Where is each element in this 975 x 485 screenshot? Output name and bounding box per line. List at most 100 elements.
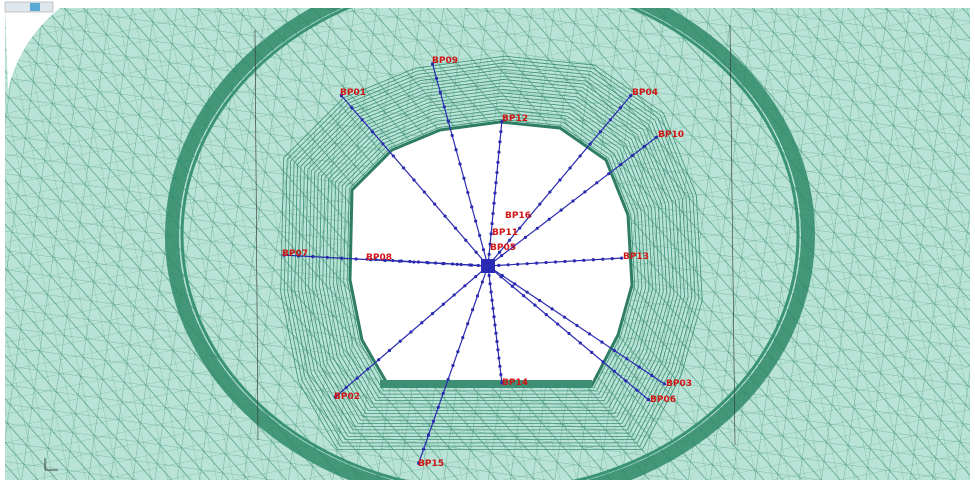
borehole-node: [568, 166, 571, 169]
borehole-node: [453, 293, 456, 296]
borehole-node: [494, 181, 497, 184]
borehole-node: [600, 341, 603, 344]
borehole-node: [388, 349, 391, 352]
borehole-label: BP12: [502, 114, 528, 124]
borehole-label: BP14: [502, 378, 528, 388]
borehole-node: [495, 171, 498, 174]
borehole-node: [563, 316, 566, 319]
borehole-node: [516, 263, 519, 266]
borehole-node: [488, 253, 491, 256]
borehole-node: [493, 323, 496, 326]
borehole-node: [497, 356, 500, 359]
borehole-node: [554, 260, 557, 263]
borehole-node: [579, 154, 582, 157]
borehole-node: [392, 154, 395, 157]
borehole-node: [588, 332, 591, 335]
borehole-node: [442, 392, 445, 395]
borehole-node: [550, 307, 553, 310]
borehole-node: [490, 299, 493, 302]
borehole-node: [366, 367, 369, 370]
borehole-node: [601, 258, 604, 261]
borehole-node: [470, 205, 473, 208]
borehole-node: [471, 308, 474, 311]
borehole-node: [511, 285, 514, 288]
borehole-node: [443, 105, 446, 108]
borehole-node: [497, 151, 500, 154]
borehole-node: [513, 282, 516, 285]
borehole-label: BP06: [650, 395, 676, 405]
borehole-node: [434, 261, 437, 264]
borehole-node: [573, 259, 576, 262]
borehole-node: [609, 118, 612, 121]
borehole-node: [493, 191, 496, 194]
borehole-node: [371, 130, 374, 133]
borehole-node: [399, 340, 402, 343]
borehole-node: [496, 348, 499, 351]
borehole-node: [462, 177, 465, 180]
borehole-node: [643, 145, 646, 148]
borehole-node: [526, 262, 529, 265]
borehole-label: BP10: [658, 130, 684, 140]
borehole-node: [356, 377, 359, 380]
borehole-node: [507, 263, 510, 266]
borehole-node: [442, 303, 445, 306]
borehole-node: [477, 264, 480, 267]
borehole-node: [345, 386, 348, 389]
borehole-node: [538, 202, 541, 205]
borehole-node: [377, 358, 380, 361]
borehole-node: [635, 389, 638, 392]
borehole-node: [454, 227, 457, 230]
borehole-label: BP16: [505, 211, 531, 221]
borehole-node: [498, 140, 501, 143]
borehole-node: [589, 142, 592, 145]
borehole-node: [545, 313, 548, 316]
borehole-node: [423, 190, 426, 193]
borehole-node: [350, 106, 353, 109]
borehole-node: [495, 340, 498, 343]
borehole-node: [499, 373, 502, 376]
borehole-label: BP15: [418, 459, 444, 469]
borehole-node: [476, 294, 479, 297]
borehole-label: BP07: [282, 249, 308, 259]
borehole-node: [490, 222, 493, 225]
borehole-node: [417, 260, 420, 263]
borehole-label: BP13: [623, 252, 649, 262]
borehole-label: BP04: [632, 88, 658, 98]
borehole-node: [497, 264, 500, 267]
borehole-node: [491, 307, 494, 310]
borehole-node: [544, 261, 547, 264]
toolbar: [5, 2, 53, 12]
borehole-node: [443, 215, 446, 218]
borehole-node: [456, 350, 459, 353]
borehole-label: BP05: [490, 243, 516, 253]
borehole-node: [624, 379, 627, 382]
borehole-label: BP02: [334, 392, 360, 402]
borehole-node: [571, 199, 574, 202]
borehole-node: [466, 191, 469, 194]
borehole-node: [491, 212, 494, 215]
borehole-node: [478, 234, 481, 237]
borehole-node: [579, 341, 582, 344]
borehole-node: [556, 322, 559, 325]
borehole-node: [432, 420, 435, 423]
borehole-node: [582, 259, 585, 262]
borehole-node: [592, 258, 595, 261]
borehole-node: [400, 259, 403, 262]
borehole-node: [522, 294, 525, 297]
borehole-node: [583, 190, 586, 193]
borehole-node: [425, 261, 428, 264]
borehole-node: [409, 330, 412, 333]
borehole-node: [468, 263, 471, 266]
borehole-node: [492, 315, 495, 318]
borehole-node: [498, 365, 501, 368]
borehole-node: [463, 284, 466, 287]
borehole-node: [595, 181, 598, 184]
borehole-node: [447, 120, 450, 123]
borehole-node: [518, 227, 521, 230]
borehole-label: BP08: [366, 253, 392, 263]
borehole-node: [526, 291, 529, 294]
borehole-node: [439, 91, 442, 94]
borehole-node: [442, 262, 445, 265]
borehole-node: [466, 322, 469, 325]
borehole-node: [619, 106, 622, 109]
